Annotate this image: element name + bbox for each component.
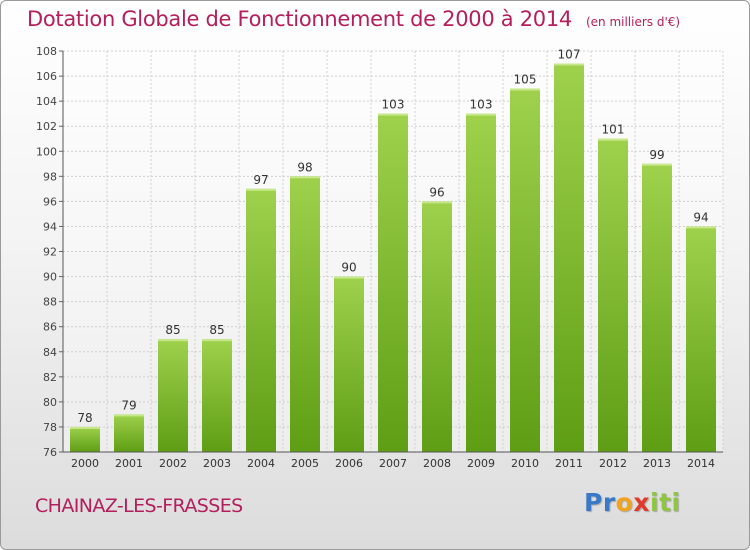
bar	[466, 113, 496, 452]
proxiti-logo: Proxiti	[584, 488, 681, 517]
y-tick-label: 98	[43, 170, 57, 183]
x-tick-label: 2011	[555, 457, 583, 470]
bar	[686, 226, 716, 452]
logo-letter: o	[615, 488, 634, 517]
bar	[510, 88, 540, 452]
bar-highlight	[114, 414, 144, 417]
bar-value-label: 99	[649, 148, 664, 162]
logo-letter: r	[602, 488, 616, 517]
bar	[554, 63, 584, 452]
bar-highlight	[422, 201, 452, 204]
bar	[598, 138, 628, 452]
bar-highlight	[70, 426, 100, 429]
x-tick-label: 2000	[71, 457, 99, 470]
bar-value-label: 97	[253, 173, 268, 187]
logo-letter: t	[659, 488, 672, 517]
title-text: Dotation Globale de Fonctionnement de 20…	[27, 7, 572, 31]
logo-letter: i	[671, 488, 681, 517]
logo-letter: x	[633, 488, 650, 517]
bar-value-label: 101	[602, 123, 625, 137]
y-tick-label: 84	[43, 346, 57, 359]
x-tick-label: 2002	[159, 457, 187, 470]
bar	[378, 113, 408, 452]
y-tick-label: 108	[36, 45, 57, 58]
bar-highlight	[598, 138, 628, 141]
y-tick-label: 78	[43, 421, 57, 434]
bar	[246, 188, 276, 452]
logo-letter: P	[584, 488, 603, 517]
bar-highlight	[686, 226, 716, 229]
bar	[114, 414, 144, 452]
bar-highlight	[554, 63, 584, 66]
bar-highlight	[510, 88, 540, 91]
bar-highlight	[290, 176, 320, 179]
bar-value-label: 103	[382, 98, 405, 112]
logo-letter: i	[650, 488, 660, 517]
bar-highlight	[202, 339, 232, 342]
bar-highlight	[642, 163, 672, 166]
unit-label: (en milliers d'€)	[585, 15, 681, 29]
bar-highlight	[246, 188, 276, 191]
x-tick-label: 2009	[467, 457, 495, 470]
y-tick-label: 104	[36, 95, 57, 108]
bar-value-label: 103	[470, 98, 493, 112]
bar	[290, 176, 320, 452]
bars	[70, 63, 716, 452]
bar-value-label: 90	[341, 261, 356, 275]
x-tick-label: 2008	[423, 457, 451, 470]
axes	[59, 50, 723, 453]
x-tick-label: 2014	[687, 457, 715, 470]
bar-value-label: 94	[693, 210, 708, 224]
bar-value-label: 96	[429, 185, 444, 199]
y-tick-label: 88	[43, 296, 57, 309]
x-tick-label: 2001	[115, 457, 143, 470]
bar-value-label: 85	[209, 323, 224, 337]
bar-highlight	[158, 339, 188, 342]
bar-value-label: 85	[165, 323, 180, 337]
bar	[422, 201, 452, 452]
bar	[70, 426, 100, 452]
y-tick-label: 96	[43, 195, 57, 208]
bar-highlight	[466, 113, 496, 116]
y-tick-label: 106	[36, 70, 57, 83]
bar	[158, 339, 188, 452]
bar-value-label: 105	[514, 73, 537, 87]
y-tick-label: 102	[36, 120, 57, 133]
y-tick-label: 82	[43, 371, 57, 384]
bar-highlight	[378, 113, 408, 116]
y-tick-label: 86	[43, 321, 57, 334]
bar-value-label: 78	[77, 411, 92, 425]
y-tick-label: 76	[43, 446, 57, 459]
x-tick-label: 2007	[379, 457, 407, 470]
x-tick-label: 2013	[643, 457, 671, 470]
bar	[202, 339, 232, 452]
x-tick-label: 2005	[291, 457, 319, 470]
y-tick-label: 92	[43, 246, 57, 259]
labels: 76 78 80 82 84 86 88 90 92 94 96 98 100 102 104 106 108 7…	[36, 45, 715, 470]
x-tick-label: 2006	[335, 457, 363, 470]
y-tick-label: 100	[36, 145, 57, 158]
bar-value-label: 98	[297, 160, 312, 174]
y-tick-label: 80	[43, 396, 57, 409]
bar	[642, 163, 672, 452]
bar-highlight	[334, 276, 364, 279]
commune-name: CHAINAZ-LES-FRASSES	[35, 495, 243, 517]
y-tick-label: 90	[43, 271, 57, 284]
x-tick-label: 2012	[599, 457, 627, 470]
x-tick-label: 2010	[511, 457, 539, 470]
x-tick-label: 2004	[247, 457, 275, 470]
bar-value-label: 79	[121, 398, 136, 412]
bar-value-label: 107	[558, 48, 581, 62]
y-tick-label: 94	[43, 220, 57, 233]
bar	[334, 276, 364, 452]
chart-title: Dotation Globale de Fonctionnement de 20…	[27, 7, 680, 31]
x-tick-label: 2003	[203, 457, 231, 470]
